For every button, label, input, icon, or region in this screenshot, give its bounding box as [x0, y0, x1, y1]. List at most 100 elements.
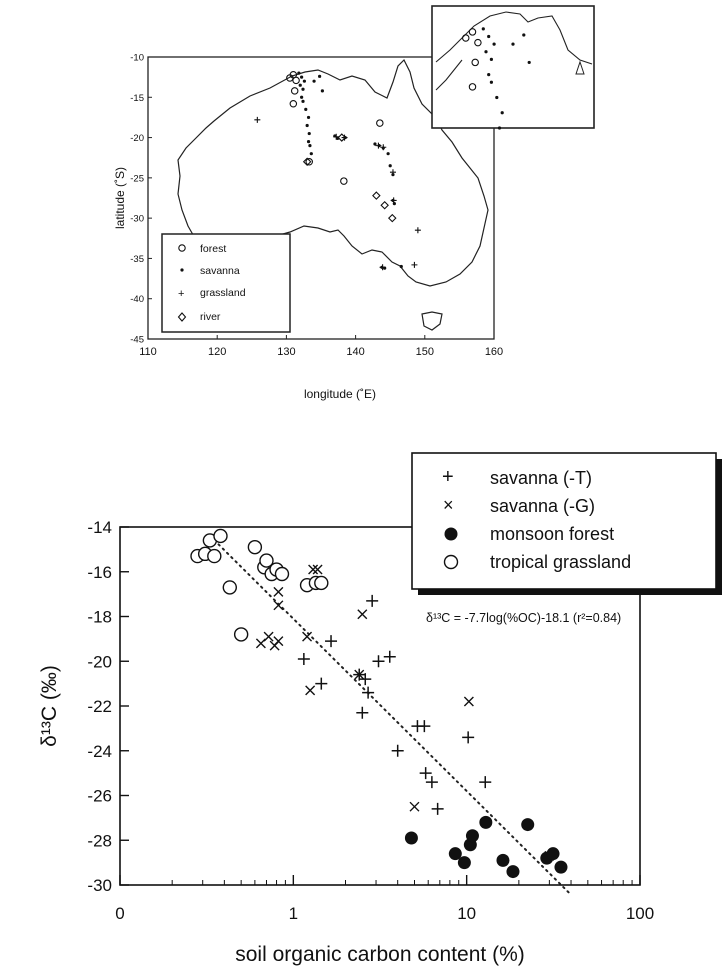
- map-y-tick-label: -40: [130, 294, 144, 305]
- map-y-tick-label: -25: [130, 173, 144, 184]
- map-point-savanna: [300, 95, 304, 99]
- point-tropical-grassland: [222, 580, 238, 595]
- scatter-y-tick-label: -24: [87, 742, 112, 761]
- point-savanna-t: [391, 744, 404, 757]
- map-y-tick-label: -15: [130, 93, 144, 104]
- point-monsoon-forest: [496, 853, 510, 867]
- map-point-savanna: [373, 142, 377, 146]
- point-monsoon-forest: [457, 856, 471, 870]
- inset-point-forest: [474, 38, 482, 47]
- inset-point-savanna: [511, 42, 515, 46]
- point-monsoon-forest: [521, 818, 535, 832]
- scatter-y-tick-label: -28: [87, 831, 112, 850]
- scatter-y-axis-title: δ¹³C (‰): [38, 665, 61, 747]
- inset-point-savanna: [495, 95, 499, 100]
- map-point-savanna: [302, 79, 306, 83]
- point-tropical-grassland: [247, 539, 263, 555]
- map-point-grassland: [414, 227, 421, 234]
- map-y-tick-label: -30: [130, 214, 144, 225]
- map-inset-frame: [431, 5, 595, 129]
- map-point-savanna: [386, 152, 390, 156]
- scatter-legend: + savanna (-T) × savanna (-G) monsoon fo…: [411, 452, 722, 595]
- point-savanna-g: [354, 669, 365, 680]
- map-point-grassland: [411, 261, 418, 268]
- point-monsoon-forest: [554, 860, 568, 874]
- point-tropical-grassland: [233, 627, 249, 642]
- inset-coastline: [435, 11, 593, 91]
- point-savanna-t: [372, 655, 385, 668]
- map-point-savanna: [305, 123, 309, 128]
- map-inset: [431, 5, 595, 130]
- legend-savanna-label: savanna: [200, 265, 240, 277]
- point-savanna-t: [462, 731, 475, 744]
- map-point-river: [372, 191, 381, 200]
- legend-forest-label: forest: [200, 243, 226, 255]
- scatter-legend-frame: [411, 452, 717, 590]
- legend-grassland-label: grassland: [200, 287, 246, 299]
- point-monsoon-forest: [465, 829, 479, 843]
- map-point-savanna: [301, 99, 305, 103]
- map-point-savanna: [318, 74, 322, 78]
- point-savanna-g: [357, 609, 368, 620]
- map-point-savanna: [388, 164, 392, 168]
- inset-point-savanna: [492, 42, 496, 46]
- point-tropical-grassland: [213, 528, 228, 544]
- point-savanna-g: [273, 600, 284, 611]
- map-point-savanna: [306, 140, 311, 144]
- inset-point-forest: [468, 83, 477, 91]
- legend-river-label: river: [200, 311, 221, 323]
- point-savanna-t: [297, 653, 310, 666]
- map-y-axis-title: latitude (˚S): [113, 167, 127, 229]
- map-point-forest: [305, 157, 313, 166]
- map-x-tick-label: 130: [277, 346, 295, 358]
- inset-point-forest: [468, 28, 477, 36]
- point-savanna-t: [362, 686, 375, 699]
- point-savanna-t: [356, 706, 369, 719]
- map-point-savanna: [312, 79, 316, 83]
- scatter-x-tick-label: 10: [457, 904, 476, 923]
- scatter-y-tick-label: -18: [87, 608, 112, 627]
- point-savanna-t: [419, 767, 432, 780]
- map-ticks: 110 120 130 140 150 160 -10 -15 -20 -25 -30 -35 -40 -…: [130, 53, 503, 359]
- inset-point-savanna: [484, 50, 488, 54]
- scatter-y-tick-label: -20: [87, 652, 112, 671]
- inset-point-savanna: [487, 34, 491, 39]
- map-point-savanna: [298, 83, 302, 87]
- inset-point-forest: [471, 58, 479, 67]
- map-point-river: [380, 200, 389, 210]
- legend-monsoon-label: monsoon forest: [490, 524, 614, 544]
- legend-savanna-t-marker: +: [442, 466, 454, 488]
- point-savanna-t: [366, 594, 379, 607]
- scatter-y-tick-label: -30: [87, 876, 112, 895]
- point-savanna-t: [418, 720, 431, 733]
- map-point-savanna: [308, 144, 312, 148]
- trendline: [213, 539, 573, 896]
- inset-point-savanna: [500, 111, 504, 115]
- map-x-tick-label: 150: [416, 346, 434, 358]
- point-monsoon-forest: [546, 847, 560, 861]
- scatter-y-tick-label: -14: [87, 518, 112, 537]
- scatter-marks: [190, 528, 568, 879]
- point-savanna-g: [302, 631, 313, 642]
- scatter-ticks: 0 1 10 100 -14 -16 -18 -20 -22 -24 -26 -28 -30: [87, 518, 654, 923]
- point-savanna-g: [273, 586, 284, 597]
- map-panel: forest savanna + grassland river longitu…: [113, 5, 595, 401]
- map-point-river: [387, 213, 397, 223]
- point-savanna-g: [263, 631, 274, 642]
- map-legend: forest savanna + grassland river: [161, 233, 291, 333]
- map-point-grassland: [379, 264, 386, 271]
- map-point-savanna: [309, 152, 313, 156]
- map-point-savanna: [307, 131, 311, 136]
- point-monsoon-forest: [506, 865, 520, 879]
- map-point-grassland: [389, 169, 396, 176]
- map-point-grassland: [333, 133, 340, 140]
- map-plot-frame: [147, 56, 495, 340]
- point-savanna-t: [479, 776, 492, 789]
- inset-point-savanna: [481, 27, 485, 31]
- map-marks: [254, 70, 421, 271]
- scatter-x-tick-label: 0: [115, 904, 124, 923]
- map-point-savanna: [304, 107, 308, 111]
- point-savanna-t: [359, 673, 372, 686]
- point-monsoon-forest: [479, 815, 493, 829]
